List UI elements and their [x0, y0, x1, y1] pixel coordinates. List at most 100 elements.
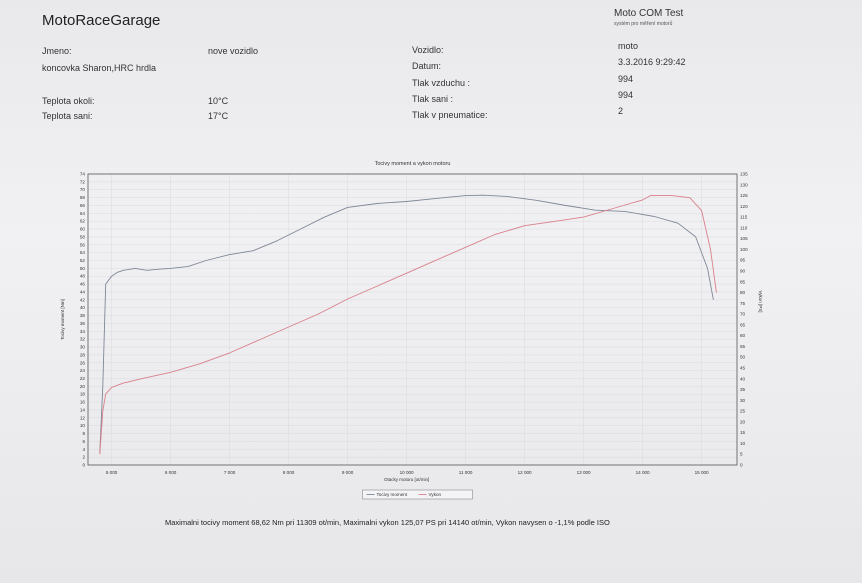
right-tick-label: 15 [740, 430, 746, 435]
left-tick-label: 46 [80, 282, 86, 287]
left-tick-label: 52 [80, 258, 86, 263]
right-tick-label: 130 [740, 182, 748, 187]
right-tick-label: 40 [740, 376, 746, 381]
left-tick-label: 24 [80, 368, 86, 373]
right-tick-label: 105 [740, 236, 748, 241]
right-tick-label: 125 [740, 193, 748, 198]
left-tick-label: 28 [80, 352, 86, 357]
right-tick-label: 60 [740, 333, 746, 338]
right-tick-label: 120 [740, 204, 748, 209]
left-tick-label: 0 [82, 463, 85, 468]
info-label-ambient-temp: Teplota okoli: [42, 96, 95, 106]
right-tick-label: 135 [740, 172, 748, 177]
info-value-intake-temp: 17°C [208, 111, 229, 121]
dyno-chart-svg: Tocivy moment a vykon motoru 02468101214… [60, 161, 763, 500]
x-tick-label: 13 000 [577, 470, 591, 475]
app-subtitle: systém pro měření motorů [614, 21, 673, 27]
left-tick-label: 50 [80, 266, 86, 271]
left-tick-label: 48 [80, 274, 86, 279]
app-title: Moto COM Test [614, 8, 684, 19]
left-tick-label: 58 [80, 234, 86, 239]
left-tick-label: 60 [80, 227, 86, 232]
left-tick-label: 2 [82, 455, 85, 460]
right-tick-label: 5 [740, 452, 743, 457]
x-tick-label: 15 000 [695, 470, 709, 475]
x-axis-ticks: 5 000 6 000 7 000 8 000 9 000 10 000 11 000 12 … [106, 470, 709, 475]
right-tick-label: 80 [740, 290, 746, 295]
info-value-ambient-temp: 10°C [208, 96, 229, 106]
legend-box [362, 489, 473, 500]
left-tick-label: 26 [80, 360, 86, 365]
right-axis-ticks: 0 5 10 15 20 25 30 35 40 45 50 55 60 65 70 75 80 85 90 95 10… [740, 172, 748, 468]
info-label-name: Jmeno: [42, 46, 72, 56]
left-tick-label: 68 [80, 195, 86, 200]
x-tick-label: 8 000 [283, 470, 295, 475]
left-tick-label: 44 [80, 289, 86, 294]
left-axis-label: Tocivy moment [Nm] [60, 299, 65, 340]
info-label-vehicle: Vozidlo: [412, 45, 444, 55]
left-tick-label: 64 [80, 211, 86, 216]
right-tick-label: 25 [740, 409, 746, 414]
x-tick-label: 5 000 [106, 470, 118, 475]
left-tick-label: 40 [80, 305, 86, 310]
dyno-chart: Tocivy moment a vykon motoru 0 2 4 6 8 10 12 14… [52, 152, 772, 512]
left-tick-label: 66 [80, 203, 86, 208]
torque-curve [99, 194, 714, 454]
left-tick-label: 54 [80, 250, 86, 255]
left-tick-label: 62 [80, 219, 86, 224]
left-tick-label: 20 [80, 384, 86, 389]
right-tick-label: 110 [740, 225, 748, 230]
info-value-vehicle: moto [618, 41, 639, 51]
legend-label: Vykon [429, 492, 442, 497]
left-tick-label: 16 [80, 400, 86, 405]
x-tick-label: 7 000 [224, 470, 236, 475]
plot-frame [87, 173, 738, 466]
left-tick-label: 12 [80, 415, 86, 420]
right-tick-label: 0 [740, 463, 743, 468]
left-tick-label: 18 [80, 392, 86, 397]
left-tick-label: 74 [80, 172, 86, 177]
right-tick-label: 95 [740, 258, 746, 263]
info-value-date: 3.3.2016 9:29:42 [618, 57, 686, 67]
legend-label: Tocivy moment [377, 492, 408, 497]
right-tick-label: 35 [740, 387, 746, 392]
right-tick-label: 45 [740, 366, 746, 371]
info-value-air-pressure: 994 [618, 74, 634, 84]
x-tick-label: 11 000 [459, 470, 473, 475]
info-label-intake-temp: Teplota sani: [42, 111, 93, 121]
left-tick-label: 6 [82, 439, 85, 444]
right-tick-label: 90 [740, 269, 746, 274]
right-tick-label: 50 [740, 355, 746, 360]
right-tick-label: 75 [740, 301, 746, 306]
x-axis-label: Otacky motoru [ot/min] [384, 477, 429, 482]
right-tick-label: 30 [740, 398, 746, 403]
left-tick-label: 8 [82, 431, 85, 436]
right-tick-label: 20 [740, 419, 746, 424]
left-tick-label: 4 [82, 447, 85, 452]
right-tick-label: 85 [740, 279, 746, 284]
chart-title: Tocivy moment a vykon motoru [375, 161, 451, 167]
left-tick-label: 36 [80, 321, 86, 326]
left-tick-label: 34 [80, 329, 86, 334]
left-tick-label: 30 [80, 345, 86, 350]
info-value-intake-pressure: 994 [618, 90, 634, 100]
right-tick-label: 70 [740, 312, 746, 317]
right-tick-label: 10 [740, 441, 746, 446]
right-tick-label: 65 [740, 322, 746, 327]
info-label-intake-pressure: Tlak sani : [412, 94, 454, 104]
right-axis-label: Vykon [PS] [758, 290, 763, 312]
right-tick-label: 115 [740, 215, 748, 220]
info-value-name: nove vozidlo [208, 46, 259, 56]
info-label-date: Datum: [412, 61, 442, 71]
chart-grid [88, 173, 737, 466]
left-tick-label: 22 [80, 376, 86, 381]
left-tick-label: 32 [80, 337, 86, 342]
left-tick-label: 14 [80, 407, 86, 412]
left-tick-label: 42 [80, 297, 86, 302]
info-label-note: koncovka Sharon,HRC hrdla [42, 63, 157, 73]
info-label-tire-pressure: Tlak v pneumatice: [412, 110, 488, 120]
left-tick-label: 38 [80, 313, 86, 318]
summary-footer: Maximalni tocivy moment 68,62 Nm pri 113… [165, 518, 610, 527]
chart-legend: Tocivy moment Vykon [362, 489, 473, 500]
